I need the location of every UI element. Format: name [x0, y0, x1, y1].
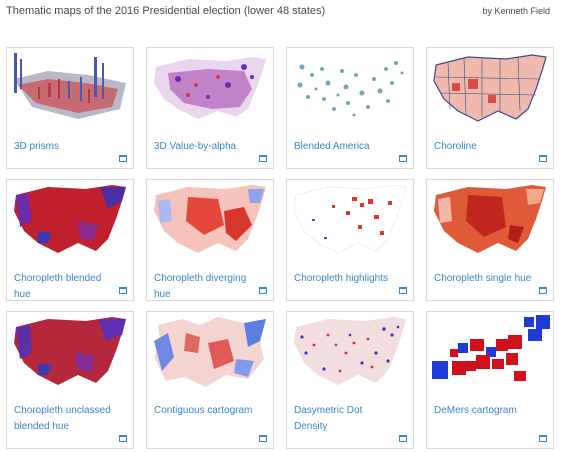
- choropleth-blended-hue-map: [8, 181, 132, 259]
- calendar-icon[interactable]: [119, 155, 127, 162]
- calendar-icon[interactable]: [539, 435, 547, 442]
- gallery-card-choropleth-highlights[interactable]: Choropleth highlights: [286, 179, 414, 301]
- contiguous-cartogram-map: [148, 313, 272, 391]
- gallery-card-value-by-alpha[interactable]: 3D Value-by-alpha: [146, 47, 274, 169]
- choropleth-blended-hue-thumbnail[interactable]: [8, 181, 132, 259]
- choropleth-highlights-map: [288, 181, 412, 259]
- gallery-card-demers-cartogram[interactable]: DeMers cartogram: [426, 311, 554, 449]
- gallery-card-choropleth-unclassed-blended-hue[interactable]: Choropleth unclassed blended hue: [6, 311, 134, 449]
- calendar-icon[interactable]: [399, 435, 407, 442]
- gallery-card-choropleth-diverging-hue[interactable]: Choropleth diverging hue: [146, 179, 274, 301]
- gallery-card-blended-america[interactable]: Blended America: [286, 47, 414, 169]
- calendar-icon[interactable]: [259, 435, 267, 442]
- value-by-alpha-map: [148, 49, 272, 127]
- choropleth-diverging-hue-map: [148, 181, 272, 259]
- dasymetric-dot-density-thumbnail[interactable]: [288, 313, 412, 391]
- card-label[interactable]: Choropleth single hue: [434, 273, 532, 284]
- choropleth-highlights-thumbnail[interactable]: [288, 181, 412, 259]
- contiguous-cartogram-thumbnail[interactable]: [148, 313, 272, 391]
- demers-cartogram-map: [428, 313, 552, 391]
- gallery-card-choropleth-blended-hue[interactable]: Choropleth blended hue: [6, 179, 134, 301]
- card-label[interactable]: Choropleth diverging hue: [154, 273, 247, 300]
- blended-america-map: [288, 49, 412, 127]
- choropleth-single-hue-thumbnail[interactable]: [428, 181, 552, 259]
- card-label[interactable]: Choroline: [434, 141, 477, 152]
- card-label[interactable]: Choropleth blended hue: [14, 273, 102, 300]
- card-label[interactable]: DeMers cartogram: [434, 405, 517, 416]
- gallery-card-dasymetric-dot-density[interactable]: Dasymetric Dot Density: [286, 311, 414, 449]
- card-label[interactable]: 3D Value-by-alpha: [154, 141, 237, 152]
- gallery-card-choropleth-single-hue[interactable]: Choropleth single hue: [426, 179, 554, 301]
- calendar-icon[interactable]: [259, 155, 267, 162]
- card-label[interactable]: 3D prisms: [14, 141, 60, 152]
- choropleth-single-hue-map: [428, 181, 552, 259]
- gallery-card-contiguous-cartogram[interactable]: Contiguous cartogram: [146, 311, 274, 449]
- card-label[interactable]: Choropleth unclassed blended hue: [14, 405, 111, 432]
- calendar-icon[interactable]: [539, 287, 547, 294]
- demers-cartogram-thumbnail[interactable]: [428, 313, 552, 391]
- choropleth-unclassed-map: [8, 313, 132, 391]
- 3d-prisms-thumbnail[interactable]: [8, 49, 132, 127]
- calendar-icon[interactable]: [399, 287, 407, 294]
- 3d-prisms-map: [8, 49, 132, 127]
- calendar-icon[interactable]: [259, 287, 267, 294]
- value-by-alpha-thumbnail[interactable]: [148, 49, 272, 127]
- page-header: Thematic maps of the 2016 Presidential e…: [0, 0, 562, 26]
- author-credit: by Kenneth Field: [482, 6, 550, 16]
- gallery-card-choroline[interactable]: Choroline: [426, 47, 554, 169]
- choropleth-unclassed-thumbnail[interactable]: [8, 313, 132, 391]
- calendar-icon[interactable]: [119, 287, 127, 294]
- choroline-thumbnail[interactable]: [428, 49, 552, 127]
- dasymetric-dot-density-map: [288, 313, 412, 391]
- page-title: Thematic maps of the 2016 Presidential e…: [6, 5, 326, 17]
- gallery-card-3d-prisms[interactable]: 3D prisms: [6, 47, 134, 169]
- calendar-icon[interactable]: [539, 155, 547, 162]
- blended-america-thumbnail[interactable]: [288, 49, 412, 127]
- choropleth-diverging-hue-thumbnail[interactable]: [148, 181, 272, 259]
- choroline-map: [428, 49, 552, 127]
- card-label[interactable]: Blended America: [294, 141, 370, 152]
- card-label[interactable]: Dasymetric Dot Density: [294, 405, 363, 432]
- card-label[interactable]: Contiguous cartogram: [154, 405, 253, 416]
- calendar-icon[interactable]: [119, 435, 127, 442]
- card-label[interactable]: Choropleth highlights: [294, 273, 388, 284]
- calendar-icon[interactable]: [399, 155, 407, 162]
